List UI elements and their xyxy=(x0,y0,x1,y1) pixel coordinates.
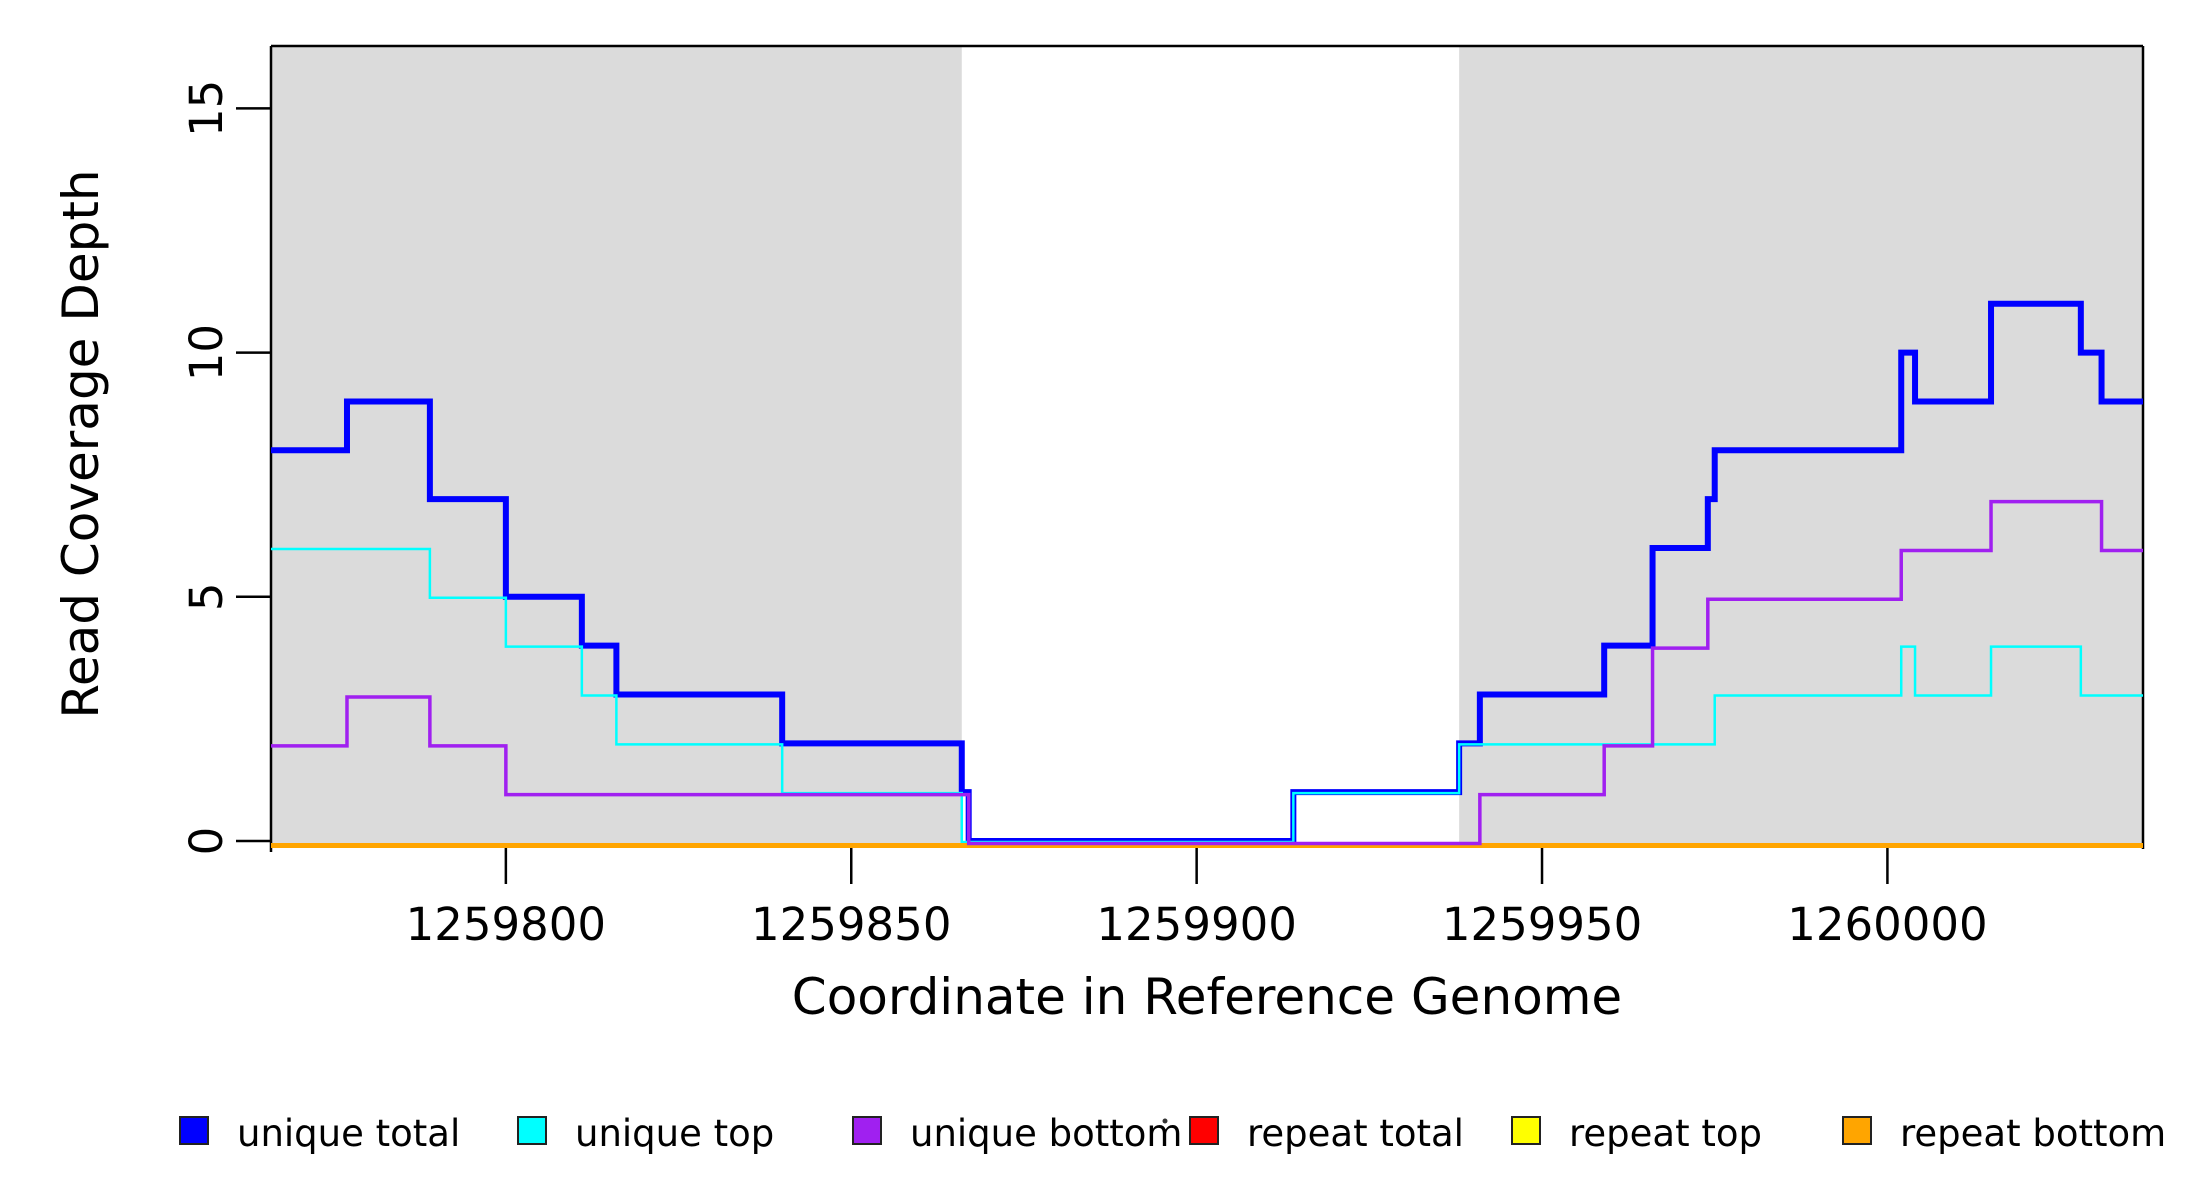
legend-label: repeat total xyxy=(1247,1112,1464,1155)
legend-label: unique top xyxy=(575,1112,774,1155)
x-tick-label: 1259900 xyxy=(1096,898,1296,951)
legend: unique total unique top unique bottom repea… xyxy=(179,1112,2166,1155)
y-tick-label: 0 xyxy=(180,827,233,856)
legend-item: unique total xyxy=(179,1112,460,1155)
legend-item: repeat total xyxy=(1189,1112,1464,1155)
x-tick-label: 1260000 xyxy=(1787,898,1987,951)
x-tick-label: 1259950 xyxy=(1442,898,1642,951)
y-tick-label: 15 xyxy=(180,80,233,137)
series-line-unique-top xyxy=(271,547,2143,844)
legend-swatch-unique-top xyxy=(517,1116,547,1145)
legend-swatch-repeat-top xyxy=(1511,1116,1541,1145)
legend-item: repeat top xyxy=(1511,1112,1762,1155)
legend-label: unique total xyxy=(237,1112,460,1155)
legend-label: repeat top xyxy=(1569,1112,1762,1155)
legend-item: unique top xyxy=(517,1112,774,1155)
shaded-regions xyxy=(271,46,2143,844)
y-tick-label: 5 xyxy=(180,582,233,611)
x-tick-label: 1259850 xyxy=(751,898,951,951)
legend-item: repeat bottom xyxy=(1842,1112,2166,1155)
legend-label: repeat bottom xyxy=(1900,1112,2166,1155)
data-series-lines xyxy=(271,300,2143,848)
shaded-region xyxy=(1459,46,2143,844)
x-tick-label: 1259800 xyxy=(406,898,606,951)
y-tick-label: 10 xyxy=(180,324,233,381)
legend-swatch-unique-total xyxy=(179,1116,209,1145)
legend-label: unique bottom xyxy=(910,1112,1182,1155)
series-line-unique-bottom xyxy=(271,499,2143,846)
axis-ticks-and-labels: 0 5 10 15 1259800 1259850 1259900 1259950 126000… xyxy=(180,80,1988,951)
x-axis-title: Coordinate in Reference Genome xyxy=(792,968,1622,1026)
legend-swatch-repeat-total xyxy=(1189,1116,1219,1145)
legend-item: unique bottom xyxy=(852,1112,1182,1155)
legend-swatch-repeat-bottom xyxy=(1842,1116,1872,1145)
y-axis-title: Read Coverage Depth xyxy=(52,169,110,718)
stray-dot-artifact xyxy=(1162,1118,1168,1124)
legend-swatch-unique-bottom xyxy=(852,1116,882,1145)
